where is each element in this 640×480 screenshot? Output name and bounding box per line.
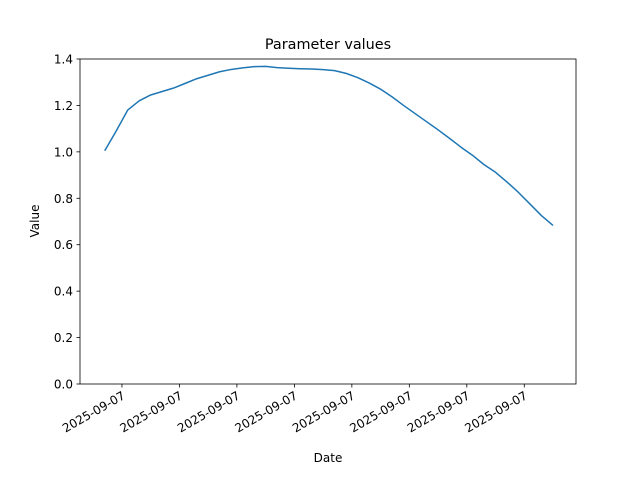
plot-frame — [79, 58, 577, 385]
y-tick-label: 0.0 — [54, 378, 73, 392]
chart-title: Parameter values — [265, 37, 391, 53]
x-axis-label: Date — [314, 451, 343, 465]
y-axis-label: Value — [28, 205, 42, 238]
y-tick-label: 0.6 — [54, 238, 73, 252]
y-tick-label: 1.0 — [54, 145, 73, 159]
y-tick-label: 0.2 — [54, 331, 73, 345]
data-line — [104, 65, 554, 227]
y-tick-label: 1.2 — [54, 99, 73, 113]
y-tick-label: 1.4 — [54, 53, 73, 67]
y-tick-label: 0.4 — [54, 285, 73, 299]
y-tick-label: 0.8 — [54, 192, 73, 206]
